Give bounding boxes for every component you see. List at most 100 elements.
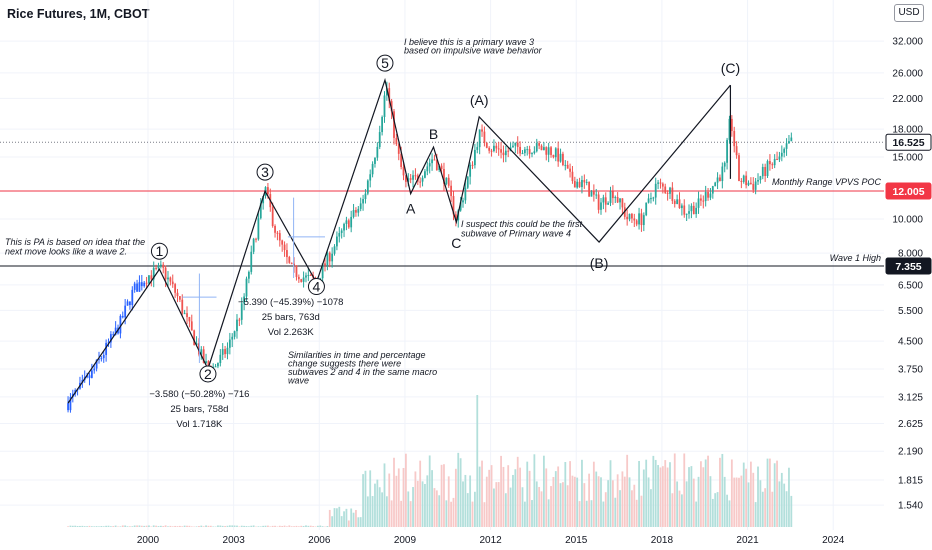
candle-body: [531, 153, 533, 155]
candle-body: [578, 181, 581, 188]
wave-circle: [376, 54, 394, 72]
candle-body: [88, 375, 91, 378]
volume-bar: [631, 490, 633, 527]
volume-bar: [464, 474, 467, 527]
candle-body: [749, 182, 752, 184]
price-axis[interactable]: 32.00026.00022.00018.00015.00012.00010.0…: [892, 37, 923, 512]
candle-body: [252, 238, 255, 252]
volume-bar: [83, 526, 86, 527]
volume-bar: [79, 525, 81, 527]
volume-bar: [766, 458, 769, 527]
time-axis[interactable]: 2000 2003 2006 2009 2012 2015 2018 2021 2024: [137, 535, 845, 546]
y-tick-label: 1.540: [898, 501, 923, 512]
x-tick-label: 2009: [394, 535, 417, 546]
candle-body: [262, 196, 265, 204]
candle-body: [666, 192, 669, 194]
candle-body: [338, 232, 341, 237]
volume-bar: [102, 526, 105, 527]
volume-bar: [86, 526, 88, 527]
currency-button[interactable]: USD: [894, 4, 924, 22]
volume-bar: [74, 525, 77, 527]
volume-bar: [709, 476, 712, 527]
volume-bar: [764, 488, 767, 527]
candle-body: [638, 213, 640, 225]
candle-body: [433, 159, 436, 161]
candle-body: [202, 349, 205, 364]
y-tick-label: 15.000: [892, 153, 923, 164]
volume-bar: [569, 461, 571, 527]
wave-circle: [199, 365, 217, 383]
volume-bar: [345, 508, 348, 527]
candle-body: [500, 149, 502, 153]
candle-body: [343, 223, 345, 231]
candle-body: [631, 213, 633, 219]
volume-bar: [424, 483, 426, 527]
volume-bar: [131, 526, 134, 527]
volume-bar: [697, 476, 700, 527]
candle-body: [640, 213, 643, 226]
candle-body: [188, 317, 191, 322]
volume-bar: [171, 526, 174, 527]
candle-body: [642, 215, 645, 226]
candle-body: [711, 186, 714, 194]
candle-body: [742, 175, 745, 182]
volume-bar: [400, 500, 403, 527]
volume-bar: [69, 525, 72, 527]
volume-bar: [562, 482, 564, 527]
candle-body: [240, 303, 243, 320]
candle-body: [559, 153, 562, 162]
measure-text: −5.390 (−45.39%) −1078: [238, 297, 343, 308]
candle-body: [98, 358, 100, 360]
volume-bar: [369, 470, 372, 527]
candle-body: [102, 354, 105, 359]
candle-body: [435, 160, 438, 171]
volume-bar: [257, 526, 260, 527]
candle-body: [728, 118, 731, 140]
volume-bar: [209, 525, 212, 527]
candle-body: [464, 187, 467, 201]
candle-body: [754, 181, 757, 190]
volume-bar: [669, 462, 671, 527]
volume-bar: [566, 485, 569, 527]
candle-body: [340, 230, 343, 233]
candle-body: [157, 265, 160, 269]
volume-bar: [129, 526, 131, 527]
volume-bar: [595, 471, 598, 527]
measure-tools: [182, 197, 326, 363]
candle-body: [378, 132, 381, 147]
volume-bar: [238, 526, 241, 527]
candle-body: [371, 163, 374, 175]
candle-body: [217, 363, 219, 367]
volume-bar: [790, 495, 793, 527]
wave-label: 4: [313, 279, 321, 295]
candle-body: [652, 197, 655, 199]
volume-bar: [390, 500, 393, 527]
volume-bar: [707, 455, 709, 527]
volume-bar: [473, 491, 476, 527]
volume-bar: [321, 526, 324, 527]
volume-bar: [512, 474, 514, 527]
candle-body: [726, 139, 728, 163]
volume-bar: [176, 526, 179, 527]
volume-bar: [452, 497, 455, 527]
volume-bar: [76, 526, 79, 527]
wave-circle: [150, 242, 168, 260]
candle-body: [400, 153, 403, 167]
volume-bar: [621, 471, 624, 527]
candle-body: [221, 349, 224, 355]
annotation-similar: wave: [288, 376, 309, 386]
candle-body: [707, 192, 709, 198]
candle-body: [164, 267, 167, 280]
candle-body: [326, 252, 329, 266]
volume-bar: [426, 475, 429, 527]
volume-bar: [678, 490, 681, 527]
candle-body: [114, 327, 117, 335]
volume-bar: [785, 491, 788, 527]
candle-body: [336, 236, 338, 247]
volume-bar: [90, 526, 93, 527]
volume-bar: [671, 493, 674, 527]
volume-bar: [611, 480, 614, 527]
volume-bar: [393, 457, 395, 527]
candle-body: [278, 233, 281, 241]
